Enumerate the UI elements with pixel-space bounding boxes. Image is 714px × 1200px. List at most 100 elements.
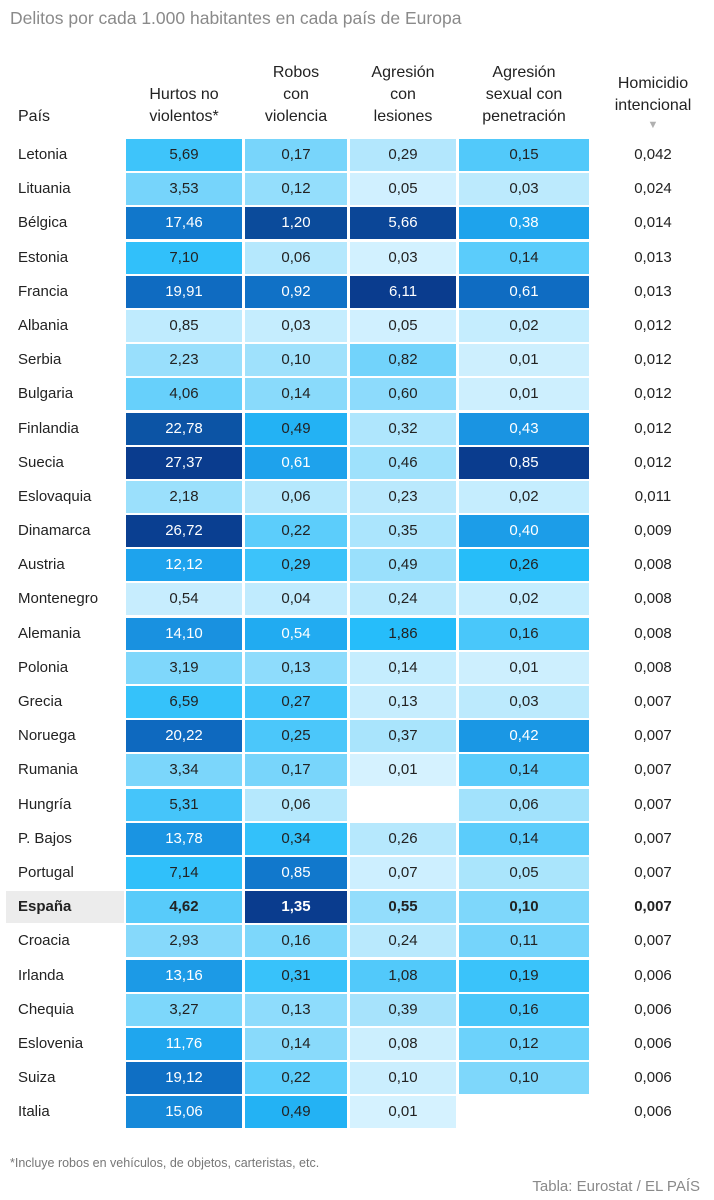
country-name: España	[18, 898, 72, 916]
cell-sexual: 0,14	[459, 241, 589, 274]
cell-agresion: 1,08	[350, 959, 456, 992]
table-row: Eslovaquia 2,18 0,06 0,23 0,02 0,011	[0, 480, 714, 514]
cell-sexual: 0,12	[459, 1027, 589, 1060]
cell-sexual: 0,38	[459, 207, 589, 240]
cell-homicidio: 0,012	[634, 453, 672, 471]
table-row: Suiza 19,12 0,22 0,10 0,10 0,006	[0, 1061, 714, 1095]
country-name: Noruega	[18, 727, 76, 745]
cell-sexual: 0,03	[459, 173, 589, 206]
cell-homicidio: 0,007	[634, 761, 672, 779]
cell-hurtos: 13,16	[126, 959, 242, 992]
cell-sexual: 0,26	[459, 549, 589, 582]
cell-agresion: 0,82	[350, 344, 456, 377]
cell-agresion: 0,24	[350, 925, 456, 958]
table-row: P. Bajos 13,78 0,34 0,26 0,14 0,007	[0, 822, 714, 856]
cell-sexual: 0,02	[459, 583, 589, 616]
cell-hurtos: 17,46	[126, 207, 242, 240]
cell-robos: 1,20	[245, 207, 347, 240]
cell-homicidio: 0,006	[634, 1069, 672, 1087]
cell-homicidio: 0,012	[634, 351, 672, 369]
cell-robos: 0,31	[245, 959, 347, 992]
cell-homicidio: 0,006	[634, 1000, 672, 1018]
country-name: Irlanda	[18, 966, 64, 984]
country-name: Chequia	[18, 1000, 74, 1018]
cell-agresion: 0,29	[350, 139, 456, 171]
country-name: P. Bajos	[18, 829, 72, 847]
header-agresion-line: lesiones	[373, 108, 433, 125]
cell-hurtos: 13,78	[126, 822, 242, 855]
cell-sexual: 0,85	[459, 446, 589, 479]
cell-agresion: 0,07	[350, 856, 456, 889]
table-row: Polonia 3,19 0,13 0,14 0,01 0,008	[0, 651, 714, 685]
table-row: Lituania 3,53 0,12 0,05 0,03 0,024	[0, 172, 714, 206]
country-name: Finlandia	[18, 419, 79, 437]
cell-robos: 0,14	[245, 1027, 347, 1060]
cell-sexual: 0,01	[459, 378, 589, 411]
country-name: Serbia	[18, 351, 62, 369]
table-row: Austria 12,12 0,29 0,49 0,26 0,008	[0, 548, 714, 582]
cell-homicidio: 0,007	[634, 727, 672, 745]
cell-robos: 0,49	[245, 1096, 347, 1129]
cell-sexual: 0,11	[459, 925, 589, 958]
country-name: Hungría	[18, 795, 72, 813]
cell-robos: 0,61	[245, 446, 347, 479]
table-row: Finlandia 22,78 0,49 0,32 0,43 0,012	[0, 412, 714, 446]
cell-hurtos: 3,34	[126, 754, 242, 787]
country-name: Eslovenia	[18, 1034, 84, 1052]
header-homicidio-line: intencional	[614, 97, 692, 114]
country-name: Alemania	[18, 624, 81, 642]
cell-homicidio: 0,008	[634, 556, 672, 574]
header-sexual-line: sexual con	[485, 86, 563, 103]
cell-agresion: 0,35	[350, 515, 456, 548]
country-name: Dinamarca	[18, 522, 91, 540]
cell-hurtos: 5,69	[126, 139, 242, 171]
source-credit: Tabla: Eurostat / EL PAÍS	[532, 1178, 700, 1195]
country-name: Grecia	[18, 693, 63, 710]
country-name: Montenegro	[18, 590, 99, 608]
cell-robos: 0,14	[245, 378, 347, 411]
cell-hurtos: 20,22	[126, 720, 242, 753]
cell-sexual: 0,16	[459, 617, 589, 650]
header-hurtos-line: violentos*	[149, 108, 219, 125]
header-homicidio-line: Homicidio	[617, 75, 689, 92]
cell-hurtos: 3,53	[126, 173, 242, 206]
table-row: España 4,62 1,35 0,55 0,10 0,007	[0, 890, 714, 924]
table-row: Noruega 20,22 0,25 0,37 0,42 0,007	[0, 719, 714, 753]
cell-sexual: 0,14	[459, 822, 589, 855]
cell-homicidio: 0,007	[634, 693, 672, 710]
cell-agresion: 6,11	[350, 275, 456, 308]
cell-hurtos: 2,93	[126, 925, 242, 958]
cell-homicidio: 0,008	[634, 590, 672, 608]
country-name: Croacia	[18, 932, 70, 950]
country-name: Lituania	[18, 180, 71, 198]
cell-hurtos: 4,06	[126, 378, 242, 411]
cell-sexual: 0,42	[459, 720, 589, 753]
cell-homicidio: 0,007	[634, 863, 672, 881]
cell-homicidio: 0,024	[634, 180, 672, 198]
header-homicidio[interactable]: Homicidio intencional ▼	[592, 62, 714, 132]
country-name: Francia	[18, 282, 69, 300]
cell-hurtos: 7,14	[126, 856, 242, 889]
cell-hurtos: 0,85	[126, 309, 242, 342]
cell-robos: 0,03	[245, 309, 347, 342]
country-name: Eslovaquia	[18, 487, 92, 505]
cell-sexual: 0,14	[459, 754, 589, 787]
cell-robos: 0,16	[245, 925, 347, 958]
cell-sexual: 0,15	[459, 139, 589, 171]
country-name: Italia	[18, 1103, 50, 1121]
header-robos-line: violencia	[264, 108, 328, 125]
cell-hurtos: 2,18	[126, 480, 242, 513]
table-row: Alemania 14,10 0,54 1,86 0,16 0,008	[0, 617, 714, 651]
table-row: Bélgica 17,46 1,20 5,66 0,38 0,014	[0, 206, 714, 240]
cell-agresion: 5,66	[350, 207, 456, 240]
cell-hurtos: 3,19	[126, 651, 242, 684]
sort-desc-icon[interactable]: ▼	[647, 119, 659, 131]
table-row: Italia 15,06 0,49 0,01 0,006	[0, 1095, 714, 1129]
table-row: Montenegro 0,54 0,04 0,24 0,02 0,008	[0, 582, 714, 616]
footnote: *Incluye robos en vehículos, de objetos,…	[10, 1156, 320, 1170]
cell-hurtos: 0,54	[126, 583, 242, 616]
cell-sexual: 0,10	[459, 1062, 589, 1095]
cell-robos: 0,29	[245, 549, 347, 582]
table-row: Chequia 3,27 0,13 0,39 0,16 0,006	[0, 993, 714, 1027]
cell-hurtos: 12,12	[126, 549, 242, 582]
